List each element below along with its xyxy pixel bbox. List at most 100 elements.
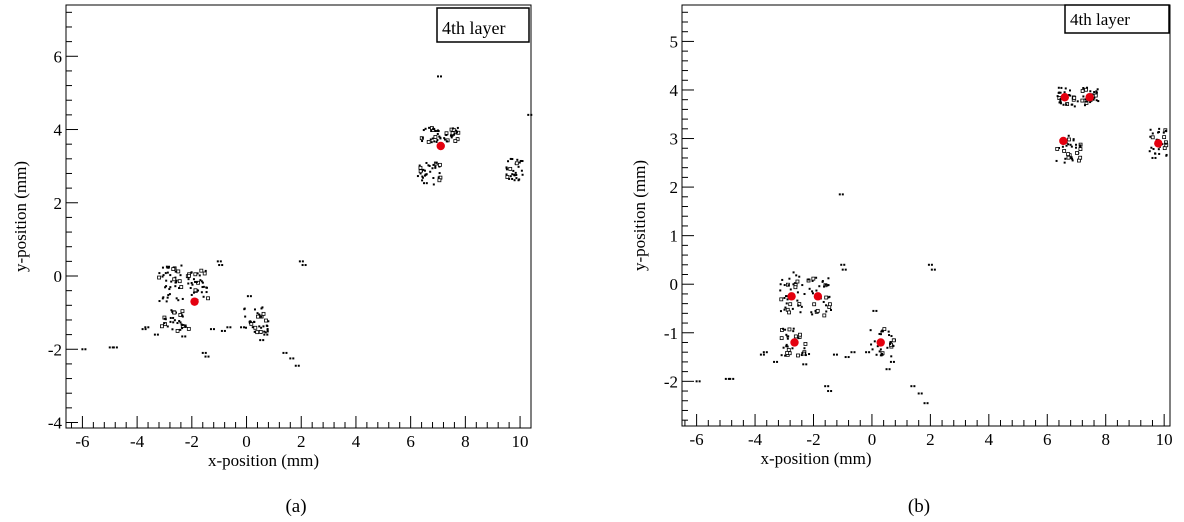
hit-point — [179, 321, 182, 324]
hit-point — [789, 288, 792, 291]
y-tick-label: -4 — [48, 414, 63, 433]
hit-point — [1059, 91, 1062, 94]
hit-point — [1073, 105, 1076, 108]
hit-point — [784, 328, 787, 331]
hit-point — [243, 326, 246, 329]
hit-point — [1059, 99, 1062, 102]
hit-point — [1065, 144, 1068, 147]
hit-point — [198, 274, 201, 277]
hit-point — [824, 295, 829, 300]
hit-point — [196, 272, 199, 275]
hit-point — [255, 330, 260, 335]
hit-point — [505, 173, 508, 176]
hit-point — [791, 307, 794, 310]
hit-point — [422, 168, 425, 171]
hit-point — [115, 346, 118, 349]
hit-point — [144, 328, 147, 331]
hit-point — [923, 402, 926, 405]
hit-point — [1164, 142, 1167, 145]
hit-point — [786, 347, 791, 352]
hit-point — [505, 168, 508, 171]
hit-point — [889, 360, 892, 363]
hit-point — [1060, 86, 1063, 89]
hit-point — [1075, 143, 1078, 146]
hit-point — [519, 159, 522, 162]
hit-point — [436, 132, 439, 135]
hit-point — [180, 323, 183, 326]
hit-point — [147, 326, 150, 329]
hit-point — [765, 351, 768, 354]
hit-point — [815, 276, 818, 279]
hit-point — [1064, 87, 1067, 90]
hit-point — [1157, 148, 1160, 151]
hit-point — [779, 310, 782, 313]
hit-point — [424, 173, 427, 176]
hit-point — [788, 277, 791, 280]
hit-point — [828, 302, 832, 307]
hit-point — [438, 135, 441, 138]
hit-point — [786, 337, 789, 340]
hit-point — [437, 176, 440, 179]
hit-point — [181, 327, 184, 330]
hit-point — [416, 175, 419, 178]
hit-point — [423, 174, 426, 177]
hit-point — [181, 315, 184, 318]
hit-point — [795, 279, 800, 284]
hit-point — [161, 266, 164, 269]
hit-point — [175, 279, 178, 282]
hit-point — [111, 346, 114, 349]
hit-point — [762, 353, 765, 356]
hit-point — [456, 126, 459, 129]
hit-point — [787, 284, 790, 287]
hit-point — [776, 360, 779, 363]
hit-point — [933, 268, 936, 271]
hit-point — [226, 326, 229, 329]
hit-point — [732, 377, 735, 380]
hit-point — [844, 356, 847, 359]
hit-point — [112, 346, 115, 349]
hit-point — [1097, 100, 1100, 103]
hit-point — [1080, 89, 1085, 93]
hit-point — [803, 342, 808, 346]
hit-point — [782, 346, 785, 349]
x-tick-label: 4 — [985, 430, 994, 449]
axis-ticks-a: -6 -4 -2 0 2 4 6 8 10 -4 -2 0 2 4 6 — [48, 11, 532, 451]
hit-point — [221, 264, 224, 267]
reconstructed-center-point — [787, 292, 796, 301]
hit-point — [1067, 143, 1070, 146]
hit-point — [1083, 104, 1086, 107]
hit-point — [435, 161, 438, 164]
hit-point — [811, 290, 814, 293]
hit-point — [175, 281, 178, 284]
hit-point — [216, 260, 219, 263]
hit-point — [166, 296, 169, 299]
hit-point — [190, 271, 193, 274]
hit-point — [163, 317, 166, 320]
hit-point — [153, 333, 156, 336]
hit-point — [249, 295, 252, 298]
hit-point — [890, 335, 893, 338]
x-tick-label: -2 — [806, 430, 820, 449]
hit-point — [199, 279, 202, 282]
x-axis-label-b: x-position (mm) — [761, 449, 872, 468]
hit-point — [256, 314, 260, 319]
hit-point — [825, 310, 828, 313]
hit-point — [453, 133, 456, 136]
reconstructed-center-point — [1085, 93, 1094, 102]
hit-point — [202, 285, 205, 288]
hit-point — [264, 318, 268, 323]
hit-point — [262, 325, 265, 328]
hit-point — [887, 330, 890, 333]
hit-point — [430, 141, 433, 144]
legend-box-a: 4th layer — [436, 7, 530, 43]
hit-point — [433, 128, 436, 131]
hit-point — [432, 177, 435, 180]
hit-point — [169, 286, 172, 289]
hit-point — [888, 334, 891, 337]
hit-point — [1072, 139, 1075, 142]
hit-point — [793, 285, 798, 290]
hit-point — [1072, 95, 1077, 100]
hit-point — [511, 158, 514, 161]
hit-point — [170, 309, 173, 312]
hit-point — [426, 140, 431, 144]
